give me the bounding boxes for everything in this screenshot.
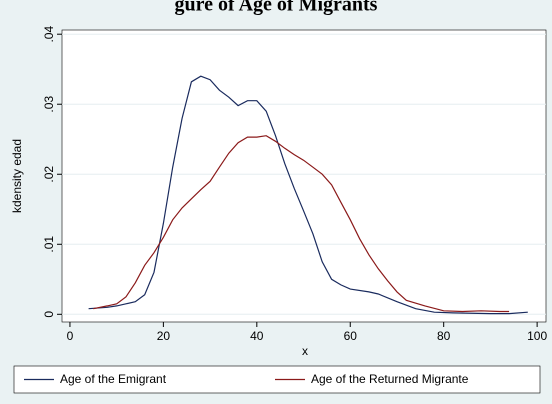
series-line: [93, 135, 510, 313]
x-tick-label: 0: [67, 329, 74, 343]
x-axis-label: x: [302, 344, 308, 358]
chart-title: gure of Age of Migrants: [175, 0, 378, 16]
legend-label: Age of the Emigrant: [60, 372, 167, 386]
y-tick-label: .04: [42, 26, 56, 43]
plot-area: [61, 29, 547, 323]
x-tick-label: 20: [157, 329, 171, 343]
x-tick-label: 80: [437, 329, 451, 343]
y-tick-label: .01: [42, 236, 56, 253]
series-line: [88, 75, 528, 315]
x-tick-label: 100: [527, 329, 547, 343]
y-tick-label: .03: [42, 96, 56, 113]
x-tick-label: 60: [344, 329, 358, 343]
y-tick-label: 0: [42, 311, 56, 318]
y-tick-label: .02: [42, 166, 56, 183]
x-tick-label: 40: [250, 329, 264, 343]
y-axis-label: kdensity edad: [10, 139, 24, 213]
legend-label: Age of the Returned Migrante: [311, 372, 469, 386]
